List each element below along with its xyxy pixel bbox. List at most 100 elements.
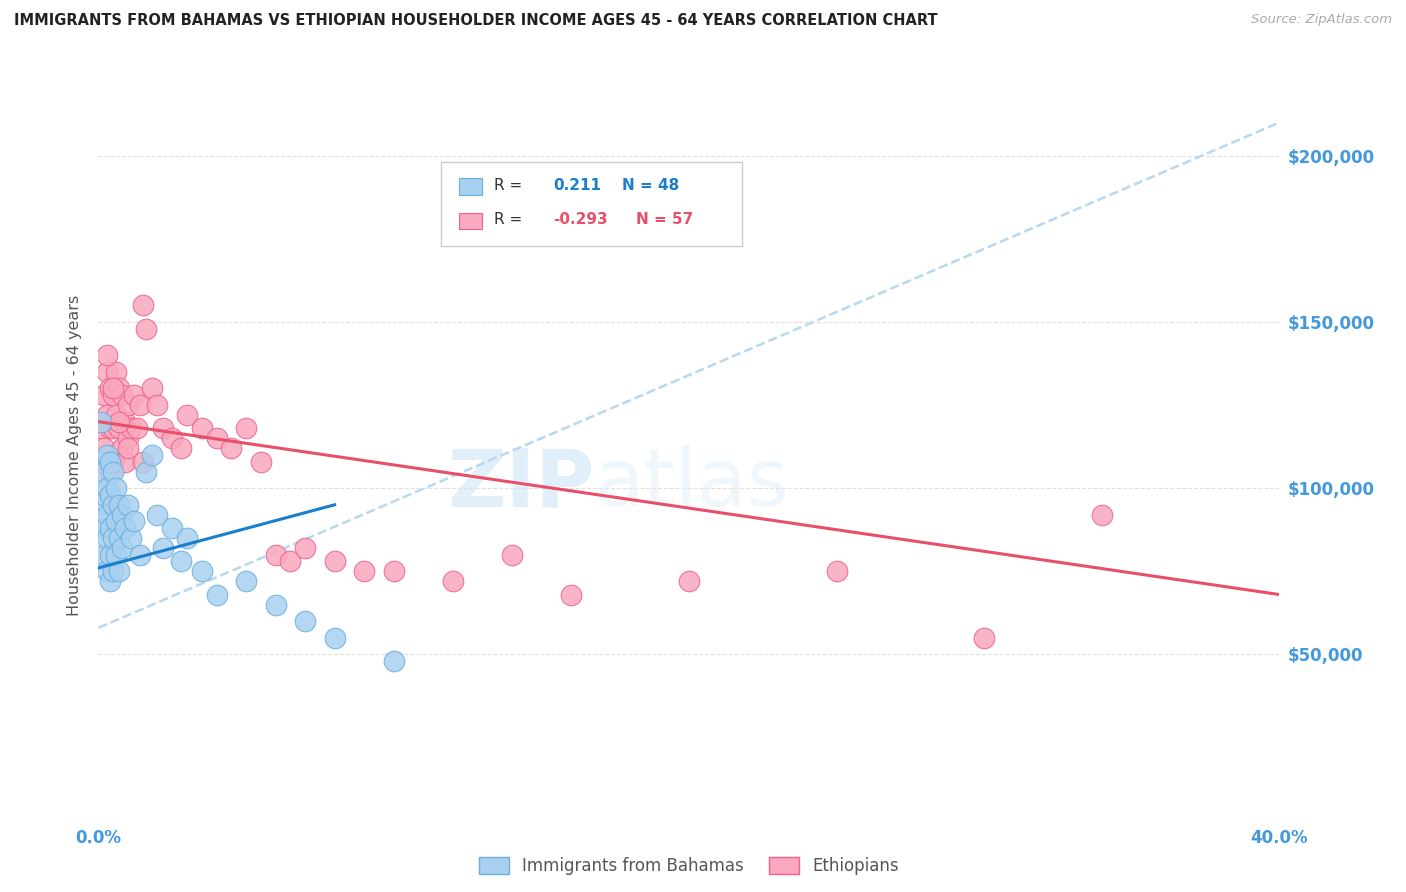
- Point: [98, 548, 121, 562]
- Point: [560, 588, 582, 602]
- Text: R =: R =: [494, 212, 522, 227]
- Point: [294, 541, 316, 555]
- Point: [98, 521, 121, 535]
- Point: [128, 548, 150, 562]
- Point: [93, 465, 115, 479]
- Point: [353, 564, 375, 578]
- Point: [122, 515, 145, 529]
- Point: [146, 508, 169, 522]
- Point: [191, 421, 214, 435]
- Point: [170, 554, 193, 568]
- FancyBboxPatch shape: [458, 178, 482, 194]
- Point: [678, 574, 700, 589]
- Point: [162, 431, 183, 445]
- Point: [501, 548, 523, 562]
- Point: [103, 564, 125, 578]
- Point: [264, 598, 287, 612]
- Point: [90, 421, 112, 435]
- Point: [105, 515, 128, 529]
- Point: [114, 454, 136, 468]
- Point: [382, 564, 405, 578]
- Y-axis label: Householder Income Ages 45 - 64 years: Householder Income Ages 45 - 64 years: [67, 294, 83, 615]
- Point: [108, 498, 131, 512]
- Point: [103, 454, 125, 468]
- Point: [96, 481, 118, 495]
- Point: [1091, 508, 1114, 522]
- Point: [235, 421, 257, 435]
- Point: [103, 381, 125, 395]
- Point: [103, 388, 125, 402]
- Point: [114, 521, 136, 535]
- Point: [96, 448, 118, 462]
- Point: [96, 348, 118, 362]
- Point: [294, 614, 316, 628]
- Text: ZIP: ZIP: [447, 445, 595, 524]
- Point: [103, 531, 125, 545]
- Point: [103, 465, 125, 479]
- Point: [825, 564, 848, 578]
- Point: [96, 564, 118, 578]
- Point: [90, 498, 112, 512]
- Point: [146, 398, 169, 412]
- Point: [93, 442, 115, 456]
- Point: [111, 541, 134, 555]
- Point: [93, 548, 115, 562]
- Point: [176, 531, 198, 545]
- Point: [132, 454, 155, 468]
- Point: [93, 488, 115, 502]
- Text: R =: R =: [494, 178, 522, 193]
- Point: [141, 381, 163, 395]
- Point: [117, 498, 139, 512]
- Point: [170, 442, 193, 456]
- Text: 0.211: 0.211: [553, 178, 602, 193]
- Point: [122, 388, 145, 402]
- Point: [98, 421, 121, 435]
- Point: [108, 415, 131, 429]
- Point: [162, 521, 183, 535]
- Point: [191, 564, 214, 578]
- Text: IMMIGRANTS FROM BAHAMAS VS ETHIOPIAN HOUSEHOLDER INCOME AGES 45 - 64 YEARS CORRE: IMMIGRANTS FROM BAHAMAS VS ETHIOPIAN HOU…: [14, 13, 938, 29]
- Point: [90, 454, 112, 468]
- Point: [120, 531, 142, 545]
- Point: [108, 421, 131, 435]
- Point: [98, 381, 121, 395]
- Point: [973, 631, 995, 645]
- Text: atlas: atlas: [595, 445, 789, 524]
- Point: [235, 574, 257, 589]
- Point: [96, 531, 118, 545]
- Point: [98, 465, 121, 479]
- Point: [250, 454, 273, 468]
- Point: [105, 481, 128, 495]
- Point: [114, 415, 136, 429]
- Point: [176, 408, 198, 422]
- Point: [98, 574, 121, 589]
- Point: [128, 398, 150, 412]
- Point: [382, 654, 405, 668]
- Point: [93, 521, 115, 535]
- Point: [103, 498, 125, 512]
- Point: [103, 421, 125, 435]
- Text: N = 57: N = 57: [636, 212, 693, 227]
- Point: [323, 631, 346, 645]
- Text: -0.293: -0.293: [553, 212, 607, 227]
- Point: [105, 408, 128, 422]
- Point: [111, 508, 134, 522]
- Point: [278, 554, 302, 568]
- Point: [125, 421, 148, 435]
- Point: [96, 365, 118, 379]
- Text: Source: ZipAtlas.com: Source: ZipAtlas.com: [1251, 13, 1392, 27]
- Point: [117, 431, 139, 445]
- Point: [93, 388, 115, 402]
- Point: [132, 298, 155, 312]
- Point: [111, 388, 134, 402]
- Text: N = 48: N = 48: [621, 178, 679, 193]
- Point: [96, 508, 118, 522]
- Point: [219, 442, 242, 456]
- Point: [205, 588, 228, 602]
- Point: [96, 408, 118, 422]
- Point: [264, 548, 287, 562]
- Point: [152, 541, 174, 555]
- Point: [135, 321, 157, 335]
- Point: [152, 421, 174, 435]
- Point: [98, 488, 121, 502]
